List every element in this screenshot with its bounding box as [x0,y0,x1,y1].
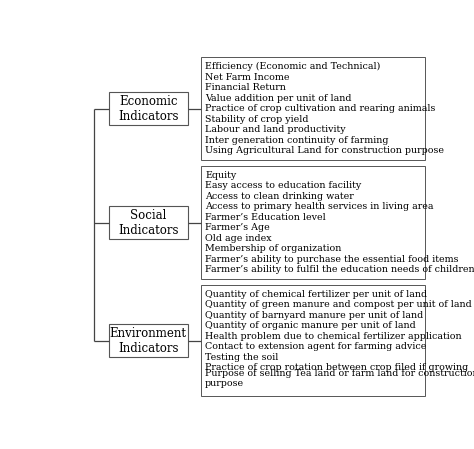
Text: Easy access to education facility: Easy access to education facility [205,181,361,190]
Text: Purpose of selling Tea land or farm land for construction
purpose: Purpose of selling Tea land or farm land… [205,369,474,388]
Text: Equity: Equity [205,171,237,180]
Text: Access to primary health services in living area: Access to primary health services in liv… [205,202,434,211]
Text: Efficiency (Economic and Technical): Efficiency (Economic and Technical) [205,62,381,71]
Text: Practice of crop rotation between crop filed if growing: Practice of crop rotation between crop f… [205,364,468,373]
Text: Environment
Indicators: Environment Indicators [110,326,187,355]
FancyBboxPatch shape [109,206,188,239]
Text: Financial Return: Financial Return [205,83,286,92]
Text: Farmer’s Age: Farmer’s Age [205,223,270,232]
Text: Farmer’s Education level: Farmer’s Education level [205,213,326,222]
Text: Health problem due to chemical fertilizer application: Health problem due to chemical fertilize… [205,332,462,341]
Text: Contact to extension agent for farming advice: Contact to extension agent for farming a… [205,343,427,352]
Text: Membership of organization: Membership of organization [205,244,341,253]
Text: Quantity of organic manure per unit of land: Quantity of organic manure per unit of l… [205,321,416,330]
Text: Practice of crop cultivation and rearing animals: Practice of crop cultivation and rearing… [205,104,436,113]
Text: Inter generation continuity of farming: Inter generation continuity of farming [205,136,389,145]
FancyBboxPatch shape [109,324,188,357]
Text: Labour and land productivity: Labour and land productivity [205,125,346,134]
Text: Quantity of barnyard manure per unit of land: Quantity of barnyard manure per unit of … [205,311,423,320]
Text: Stability of crop yield: Stability of crop yield [205,115,309,124]
FancyBboxPatch shape [201,285,425,396]
Text: Access to clean drinking water: Access to clean drinking water [205,192,354,201]
Text: Using Agricultural Land for construction purpose: Using Agricultural Land for construction… [205,146,444,155]
Text: Quantity of green manure and compost per unit of land: Quantity of green manure and compost per… [205,300,472,309]
Text: Farmer’s ability to fulfil the education needs of children: Farmer’s ability to fulfil the education… [205,265,474,274]
Text: Old age index: Old age index [205,234,272,243]
Text: Testing the soil: Testing the soil [205,353,278,362]
Text: Value addition per unit of land: Value addition per unit of land [205,94,352,103]
Text: Social
Indicators: Social Indicators [118,208,179,237]
FancyBboxPatch shape [201,57,425,160]
Text: Quantity of chemical fertilizer per unit of land: Quantity of chemical fertilizer per unit… [205,290,427,299]
Text: Net Farm Income: Net Farm Income [205,73,290,82]
FancyBboxPatch shape [109,92,188,125]
Text: Farmer’s ability to purchase the essential food items: Farmer’s ability to purchase the essenti… [205,255,458,264]
Text: Economic
Indicators: Economic Indicators [118,95,179,123]
FancyBboxPatch shape [201,166,425,279]
